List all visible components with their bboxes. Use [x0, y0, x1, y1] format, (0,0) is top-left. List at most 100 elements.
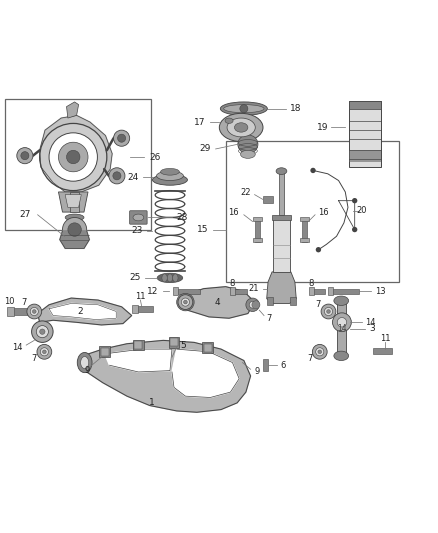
Ellipse shape [334, 351, 349, 360]
Text: 26: 26 [150, 152, 161, 161]
Bar [263, 359, 268, 370]
Ellipse shape [334, 296, 349, 305]
Circle shape [37, 344, 52, 359]
Bar [175, 289, 200, 294]
Circle shape [177, 293, 194, 311]
Bar [226, 141, 399, 282]
Bar [300, 238, 309, 241]
Bar [169, 337, 180, 348]
Bar [328, 287, 333, 295]
Circle shape [352, 227, 357, 232]
Polygon shape [172, 349, 239, 398]
Bar [202, 342, 213, 353]
Bar [290, 297, 296, 305]
Text: 22: 22 [240, 188, 251, 197]
Bar [300, 217, 309, 222]
Polygon shape [267, 272, 296, 303]
Text: 4: 4 [214, 297, 220, 306]
Text: 5: 5 [181, 341, 187, 350]
Bar [173, 287, 178, 295]
Polygon shape [80, 341, 251, 412]
Ellipse shape [224, 104, 264, 112]
Circle shape [316, 348, 324, 356]
Circle shape [184, 300, 187, 304]
Bar [313, 289, 325, 294]
Bar [302, 220, 307, 241]
Circle shape [318, 350, 321, 354]
Circle shape [109, 168, 125, 184]
Text: 14: 14 [365, 318, 375, 327]
Bar [273, 218, 290, 272]
Circle shape [249, 302, 256, 308]
Circle shape [311, 168, 316, 173]
Text: 25: 25 [129, 273, 141, 282]
Circle shape [40, 124, 107, 191]
Text: 20: 20 [357, 206, 367, 215]
Circle shape [32, 321, 53, 342]
Circle shape [337, 318, 346, 327]
Circle shape [32, 310, 36, 313]
Circle shape [181, 297, 190, 307]
Ellipse shape [238, 135, 258, 154]
Text: 18: 18 [290, 104, 301, 113]
Text: 9: 9 [84, 366, 89, 375]
Circle shape [325, 308, 332, 316]
Circle shape [178, 295, 193, 310]
Bar [70, 192, 79, 212]
Circle shape [67, 150, 80, 164]
Circle shape [63, 217, 87, 241]
Text: 15: 15 [198, 225, 209, 234]
Text: 16: 16 [229, 208, 239, 217]
Ellipse shape [152, 174, 187, 185]
Text: 21: 21 [249, 284, 259, 293]
Ellipse shape [156, 171, 184, 181]
Bar [309, 287, 314, 295]
Text: 9: 9 [254, 367, 260, 376]
Ellipse shape [157, 273, 183, 282]
Ellipse shape [227, 118, 255, 137]
Polygon shape [40, 115, 112, 192]
Bar [253, 217, 262, 222]
Bar [336, 301, 346, 356]
Text: 13: 13 [375, 287, 386, 296]
Text: 7: 7 [267, 314, 272, 322]
Ellipse shape [173, 274, 178, 282]
Polygon shape [58, 192, 88, 212]
Text: 16: 16 [318, 208, 328, 217]
Bar [349, 101, 381, 109]
Bar [5, 99, 151, 230]
Bar [374, 349, 392, 354]
Bar [133, 340, 144, 351]
Circle shape [58, 142, 88, 172]
Circle shape [40, 329, 45, 334]
Bar [272, 215, 291, 220]
Text: 7: 7 [32, 354, 37, 363]
Bar [204, 344, 212, 352]
Text: 12: 12 [147, 287, 159, 296]
Bar [253, 238, 262, 241]
Circle shape [246, 298, 259, 311]
Ellipse shape [81, 357, 88, 369]
Text: 11: 11 [135, 292, 146, 301]
Bar [267, 297, 273, 305]
Text: 3: 3 [369, 325, 374, 334]
Circle shape [113, 172, 121, 180]
Circle shape [49, 133, 97, 181]
Circle shape [252, 301, 260, 309]
Circle shape [36, 326, 48, 338]
Polygon shape [67, 102, 78, 118]
Circle shape [30, 308, 39, 316]
Bar [331, 289, 360, 294]
Text: 23: 23 [132, 227, 143, 236]
Bar [170, 338, 178, 346]
Text: 19: 19 [317, 123, 328, 132]
Circle shape [312, 344, 327, 359]
Ellipse shape [133, 214, 144, 221]
Circle shape [352, 198, 357, 204]
Ellipse shape [234, 123, 248, 132]
Text: 29: 29 [199, 144, 210, 154]
Text: 8: 8 [229, 279, 234, 288]
Ellipse shape [220, 102, 267, 115]
Bar [7, 307, 14, 316]
Ellipse shape [161, 168, 180, 175]
